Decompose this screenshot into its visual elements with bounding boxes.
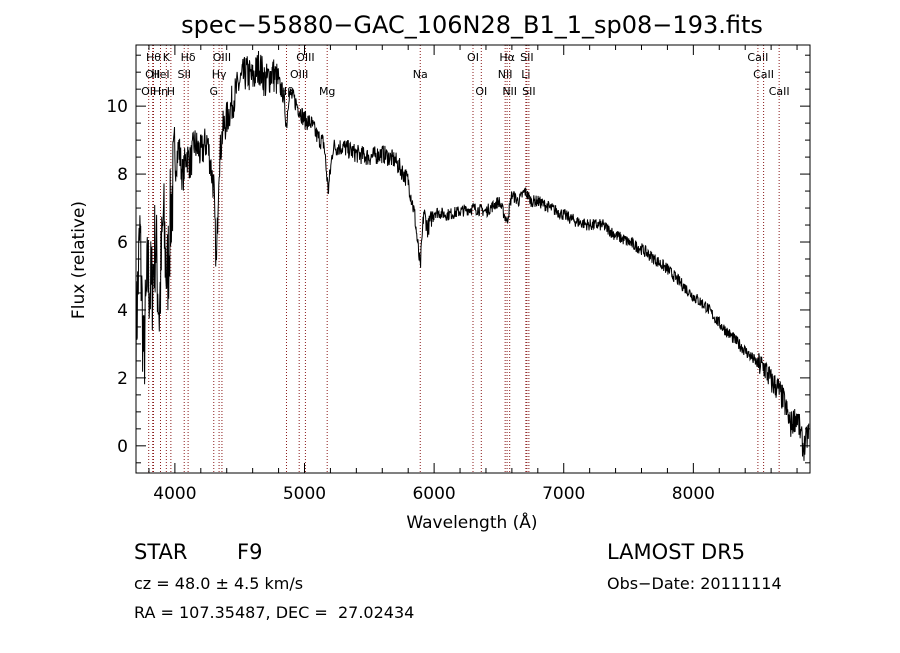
line-label-11: OIII — [213, 51, 231, 64]
y-tick-label-3: 6 — [117, 233, 128, 253]
line-label-8: Hδ — [181, 51, 196, 64]
line-label-10: Hγ — [212, 68, 227, 81]
observation-date: Obs−Date: 20111114 — [607, 574, 782, 593]
line-label-17: OI — [467, 51, 479, 64]
chart-title: spec−55880−GAC_106N28_B1_1_sp08−193.fits — [181, 11, 763, 39]
line-label-26: CaII — [753, 68, 774, 81]
y-axis-label: Flux (relative) — [69, 201, 89, 319]
x-tick-label-1: 5000 — [283, 484, 326, 504]
line-label-22: Li — [521, 68, 530, 81]
line-label-24: SII — [522, 85, 535, 98]
line-label-7: SII — [177, 68, 190, 81]
y-tick-label-0: 0 — [117, 437, 128, 457]
x-tick-label-0: 4000 — [153, 484, 196, 504]
line-label-20: Hα — [499, 51, 515, 64]
x-tick-label-3: 7000 — [542, 484, 585, 504]
spectrum-line — [135, 50, 810, 461]
survey-name: LAMOST DR5 — [607, 540, 746, 564]
line-label-13: OIII — [290, 68, 308, 81]
line-label-9: G — [210, 85, 219, 98]
line-label-3: HeI — [151, 68, 169, 81]
object-class: STAR — [134, 540, 188, 564]
emission-line-markers: OIIHθOIIHeIHηKHSIIHδGHγOIIIHβOIIIOIIIMgN… — [141, 45, 790, 473]
line-label-18: OI — [475, 85, 487, 98]
x-axis-label: Wavelength (Å) — [406, 511, 537, 533]
line-label-21: NII — [502, 85, 517, 98]
axis-ticks: 4000 5000 6000 7000 8000 0 2 4 6 8 10 — [106, 45, 810, 504]
line-label-19: NII — [498, 68, 513, 81]
spectrum-series — [135, 50, 810, 461]
line-label-4: Hη — [153, 85, 168, 98]
line-label-0: OII — [141, 85, 156, 98]
x-tick-label-4: 8000 — [672, 484, 715, 504]
redshift-cz: cz = 48.0 ± 4.5 km/s — [134, 574, 304, 593]
object-subclass: F9 — [237, 540, 263, 564]
line-label-2: OII — [145, 68, 160, 81]
ra-dec-coordinates: RA = 107.35487, DEC = 27.02434 — [134, 603, 415, 622]
line-label-23: SII — [520, 51, 533, 64]
line-label-1: Hθ — [146, 51, 161, 64]
line-label-16: Na — [413, 68, 428, 81]
x-tick-label-2: 6000 — [412, 484, 455, 504]
line-label-15: Mg — [319, 85, 335, 98]
y-tick-label-5: 10 — [106, 97, 128, 117]
y-tick-label-1: 2 — [117, 369, 128, 389]
line-label-5: K — [163, 51, 171, 64]
line-label-27: CaII — [769, 85, 790, 98]
y-tick-label-2: 4 — [117, 301, 128, 321]
line-label-6: H — [167, 85, 175, 98]
y-tick-label-4: 8 — [117, 165, 128, 185]
line-label-25: CaII — [747, 51, 768, 64]
line-label-14: OIII — [296, 51, 314, 64]
